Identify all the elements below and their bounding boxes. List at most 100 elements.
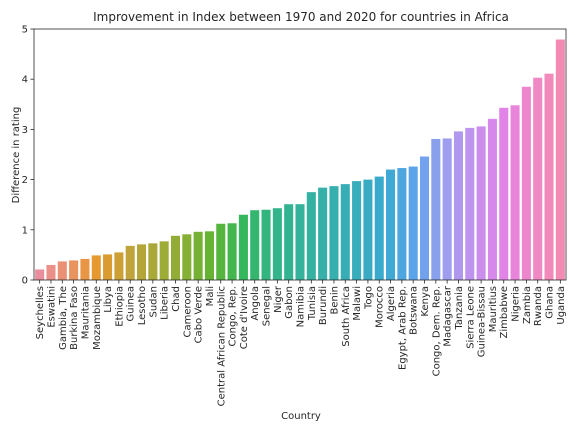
x-tick-label: Sierra Leone [465, 286, 476, 349]
bar [182, 234, 192, 280]
bar [80, 258, 90, 280]
bar [521, 86, 531, 280]
x-tick-label: Benin [329, 286, 340, 314]
x-tick-label: Algeria [386, 286, 397, 321]
x-tick-label: Egypt, Arab Rep. [397, 286, 408, 370]
x-tick-label: Angola [250, 286, 261, 321]
x-tick-label: Congo, Dem. Rep. [431, 286, 442, 376]
bar [386, 169, 396, 280]
x-axis: Seychelles Eswatini Gambia, The Burkina Fas… [35, 280, 567, 406]
bar [148, 243, 158, 280]
x-tick-label: Kenya [420, 286, 431, 317]
x-tick-label: Congo, Rep. [228, 286, 239, 346]
x-tick-label: Botswana [409, 286, 420, 335]
x-tick-label: Morocco [375, 286, 386, 328]
x-tick-label: South Africa [341, 286, 352, 347]
x-tick-label: Malawi [352, 286, 363, 321]
x-tick-label: Cabo Verde [194, 286, 205, 343]
x-tick-label: Tanzania [454, 286, 465, 331]
bar [306, 192, 316, 280]
x-tick-label: Sudan [148, 286, 159, 318]
bar [431, 138, 441, 280]
x-tick-label: Burundi [318, 286, 329, 325]
x-tick-label: Gabon [284, 286, 295, 319]
bars-group [35, 39, 565, 281]
y-tick-label: 1 [22, 225, 28, 236]
y-tick-label: 2 [22, 175, 28, 186]
bar [46, 264, 56, 280]
bar [340, 184, 350, 280]
bar [408, 166, 418, 280]
x-axis-label: Country [281, 411, 321, 422]
x-tick-label: Mauritius [488, 286, 499, 332]
bar [91, 255, 101, 280]
bar [318, 187, 328, 280]
chart-title: Improvement in Index between 1970 and 20… [93, 10, 509, 24]
bar [216, 223, 226, 280]
bar [35, 269, 45, 280]
bar [499, 107, 509, 280]
x-tick-label: Mali [205, 286, 216, 306]
bar [329, 186, 339, 280]
bar [170, 235, 181, 280]
bar [272, 208, 282, 280]
bar [476, 126, 486, 280]
bar [69, 260, 79, 280]
x-tick-label: Chad [171, 286, 182, 312]
x-tick-label: Libya [103, 286, 114, 313]
x-tick-label: Gambia, The [58, 286, 69, 350]
bar [103, 254, 113, 280]
bar [193, 231, 203, 280]
x-tick-label: Ethiopia [114, 286, 125, 327]
x-tick-label: Guinea-Bissau [477, 286, 488, 357]
x-tick-label: Guinea [126, 286, 137, 321]
bar [284, 204, 294, 280]
x-tick-label: Central African Republic [216, 286, 227, 406]
x-tick-label: Lesotho [137, 286, 148, 325]
bar [352, 181, 362, 280]
x-tick-label: Niger [273, 285, 284, 313]
bar [227, 223, 237, 280]
x-tick-label: Nigeria [511, 286, 522, 322]
x-tick-label: Seychelles [35, 286, 46, 339]
x-tick-label: Mauritania [80, 286, 91, 339]
bar [465, 127, 475, 280]
x-tick-label: Liberia [160, 286, 171, 320]
bar [397, 168, 407, 280]
x-tick-label: Eswatini [46, 286, 57, 328]
y-tick-label: 4 [22, 75, 28, 86]
x-tick-label: Zambia [522, 286, 533, 324]
bar [555, 39, 565, 280]
x-tick-label: Burkina Faso [69, 286, 80, 350]
y-tick-label: 0 [22, 276, 28, 287]
x-tick-label: Madagascar [443, 285, 454, 347]
bar [544, 73, 554, 281]
bar [159, 241, 169, 280]
x-tick-label: Togo [363, 286, 374, 310]
x-tick-label: Senegal [262, 286, 273, 326]
x-tick-label: Cameroon [182, 286, 193, 337]
bar [419, 156, 430, 280]
x-tick-label: Rwanda [533, 286, 544, 326]
y-axis-label: Difference in rating [11, 107, 22, 204]
x-tick-label: Namibia [296, 286, 307, 327]
y-tick-label: 5 [22, 25, 28, 36]
y-axis: 0 1 2 3 4 5 [22, 25, 34, 287]
x-tick-label: Ghana [545, 286, 556, 319]
bar [510, 105, 520, 280]
bar [137, 244, 147, 280]
bar [487, 118, 497, 280]
x-tick-label: Cote d'Ivoire [239, 286, 250, 349]
bar [363, 179, 373, 280]
bar [533, 77, 543, 280]
x-tick-label: Zimbabwe [499, 286, 510, 339]
bar [250, 210, 260, 280]
y-tick-label: 3 [22, 125, 28, 136]
bar [125, 245, 135, 280]
x-tick-label: Mozambique [92, 286, 103, 350]
bar [204, 231, 214, 280]
x-tick-label: Uganda [556, 286, 567, 325]
bar [453, 131, 463, 280]
bar [261, 209, 271, 280]
